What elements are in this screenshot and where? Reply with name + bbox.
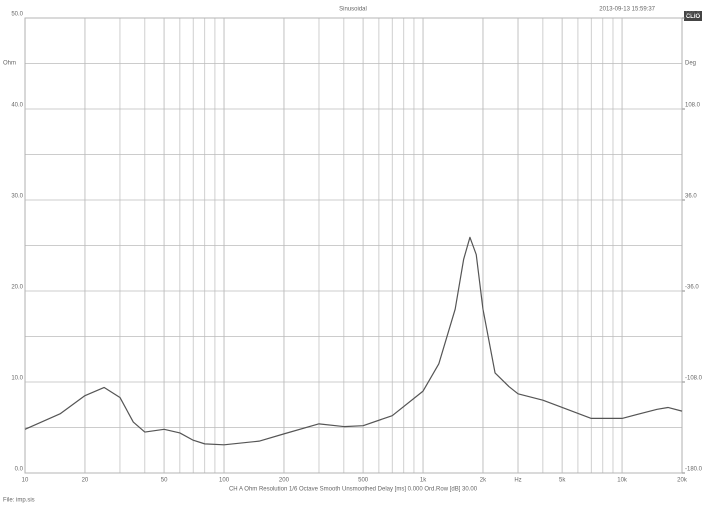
x-tick-label: 2k <box>480 478 487 484</box>
y-tick-label: 20.0 <box>11 285 23 291</box>
chart-title: Sinusoidal <box>339 7 367 13</box>
footer: CH A Ohm Resolution 1/6 Octave Smooth Un… <box>229 487 478 493</box>
y2-tick-label: -180.0 <box>685 467 703 473</box>
y-tick-label: 10.0 <box>11 376 23 382</box>
y-tick-label: 0.0 <box>15 467 24 473</box>
badge: CLIO <box>686 14 701 20</box>
y-tick-label: 50.0 <box>11 12 23 18</box>
y2-tick-label: 36.0 <box>685 194 697 200</box>
y2-tick-label: -36.0 <box>685 285 699 291</box>
file-name: File: imp.sis <box>3 498 35 504</box>
y-tick-label: 30.0 <box>11 194 23 200</box>
x-tick-label: 5k <box>559 478 566 484</box>
x-tick-label: 50 <box>161 478 168 484</box>
x-tick-label: 100 <box>219 478 230 484</box>
badge-bg <box>684 11 702 21</box>
y-axis-label: Ohm <box>3 61 16 67</box>
y2-tick-label: 108.0 <box>685 103 701 109</box>
y2-tick-label: 180.0 <box>685 12 701 18</box>
x-tick-label: 20 <box>82 478 89 484</box>
x-tick-label: Hz <box>514 478 521 484</box>
x-tick-label: 500 <box>358 478 369 484</box>
y-tick-label: 40.0 <box>11 103 23 109</box>
y2-axis-label: Deg <box>685 61 696 67</box>
timestamp: 2013-09-13 15:59:37 <box>599 7 655 13</box>
x-tick-label: 10k <box>617 478 628 484</box>
x-tick-label: 1k <box>420 478 427 484</box>
x-tick-label: 10 <box>22 478 29 484</box>
x-tick-label: 200 <box>279 478 290 484</box>
impedance-curve <box>24 236 683 446</box>
y2-tick-label: -108.0 <box>685 376 703 382</box>
x-tick-label: 20k <box>677 478 688 484</box>
